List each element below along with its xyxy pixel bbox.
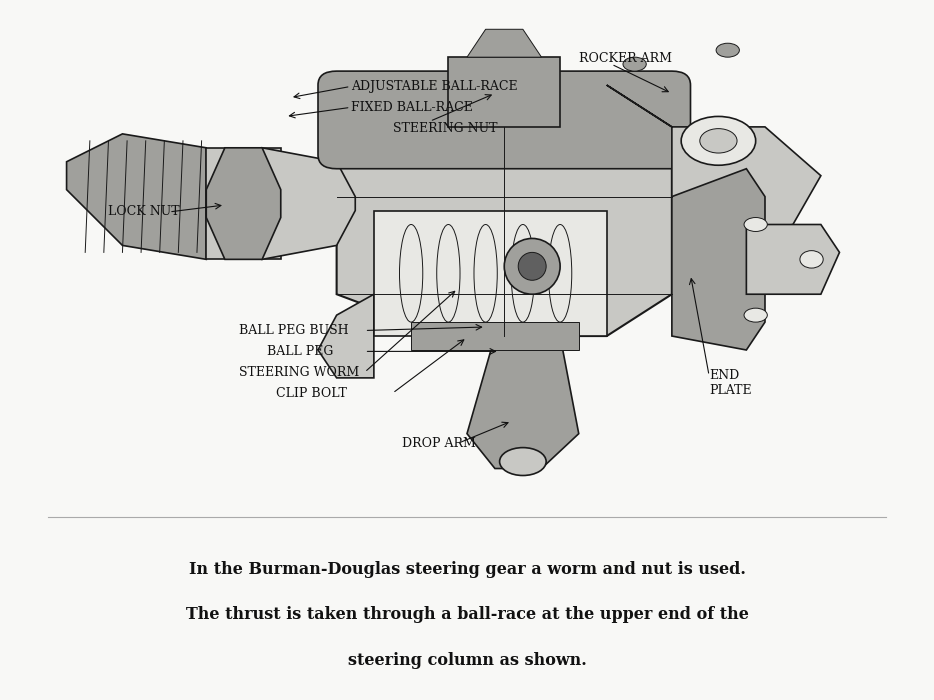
Bar: [448, 57, 560, 127]
Text: steering column as shown.: steering column as shown.: [347, 652, 587, 668]
Ellipse shape: [700, 129, 737, 153]
Polygon shape: [318, 294, 374, 378]
Polygon shape: [262, 148, 355, 260]
Polygon shape: [206, 148, 281, 260]
Polygon shape: [336, 85, 672, 336]
Ellipse shape: [518, 253, 546, 280]
Text: In the Burman-Douglas steering gear a worm and nut is used.: In the Burman-Douglas steering gear a wo…: [189, 561, 745, 578]
Text: BALL PEG BUSH: BALL PEG BUSH: [239, 324, 348, 337]
Polygon shape: [746, 225, 840, 294]
Ellipse shape: [800, 251, 823, 268]
Ellipse shape: [504, 239, 560, 294]
Polygon shape: [467, 29, 542, 57]
Text: FIXED BALL-RACE: FIXED BALL-RACE: [350, 101, 473, 114]
Ellipse shape: [500, 447, 546, 475]
Text: ADJUSTABLE BALL-RACE: ADJUSTABLE BALL-RACE: [350, 80, 517, 93]
Text: BALL PEG: BALL PEG: [267, 345, 333, 358]
Text: CLIP BOLT: CLIP BOLT: [276, 386, 347, 400]
Text: STEERING WORM: STEERING WORM: [239, 366, 359, 379]
Ellipse shape: [681, 116, 756, 165]
Text: DROP ARM: DROP ARM: [402, 437, 475, 450]
Ellipse shape: [716, 43, 740, 57]
Polygon shape: [66, 134, 206, 260]
FancyBboxPatch shape: [318, 71, 690, 169]
Polygon shape: [467, 336, 579, 468]
Polygon shape: [206, 148, 281, 260]
Bar: [411, 322, 579, 350]
Polygon shape: [374, 211, 607, 336]
Text: LOCK NUT: LOCK NUT: [108, 206, 180, 218]
Text: ROCKER ARM: ROCKER ARM: [579, 52, 672, 65]
Polygon shape: [672, 169, 765, 350]
Text: END
PLATE: END PLATE: [709, 369, 752, 397]
Text: The thrust is taken through a ball-race at the upper end of the: The thrust is taken through a ball-race …: [186, 606, 748, 624]
Ellipse shape: [623, 57, 646, 71]
Text: STEERING NUT: STEERING NUT: [392, 122, 497, 135]
Polygon shape: [607, 85, 821, 246]
Ellipse shape: [744, 218, 768, 232]
Ellipse shape: [744, 308, 768, 322]
